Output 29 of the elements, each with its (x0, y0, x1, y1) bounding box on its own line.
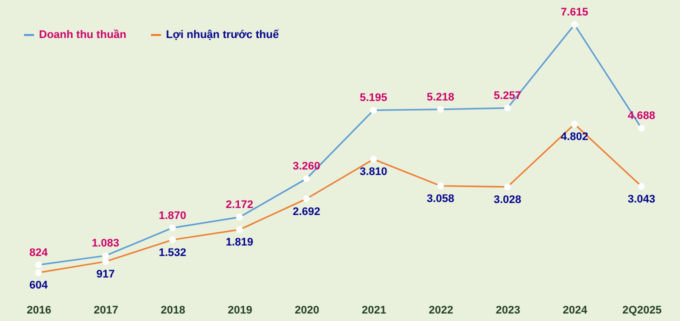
data-label: 1.083 (92, 238, 120, 250)
legend-label: Doanh thu thuần (39, 29, 127, 41)
x-tick-label: 2Q2025 (622, 304, 662, 316)
data-label: 1.819 (226, 236, 254, 249)
legend-label: Lợi nhuận trước thuế (166, 29, 280, 41)
data-label: 604 (29, 280, 49, 292)
x-tick-label: 2019 (228, 304, 252, 316)
data-label: 1.532 (158, 246, 186, 259)
data-label: 4.802 (560, 131, 588, 144)
x-tick-label: 2024 (562, 304, 588, 316)
data-label: 3.028 (494, 194, 522, 206)
x-tick-label: 2016 (26, 304, 52, 316)
data-label: 5.218 (426, 91, 454, 104)
data-label: 2.692 (292, 206, 320, 218)
x-tick-label: 2021 (362, 304, 386, 316)
x-tick-label: 2023 (496, 304, 520, 316)
data-label: 3.043 (628, 193, 656, 206)
x-tick-label: 2022 (428, 304, 454, 316)
x-tick-label: 2018 (160, 304, 186, 316)
data-label: 3.810 (360, 166, 388, 178)
data-label: 824 (29, 246, 49, 259)
x-tick-label: 2017 (94, 304, 118, 316)
data-label: 7.615 (560, 6, 588, 19)
x-tick-label: 2020 (294, 304, 320, 316)
data-label: 1.870 (158, 210, 186, 222)
data-label: 5.195 (360, 92, 388, 104)
data-label: 3.058 (426, 192, 454, 205)
data-label: 917 (96, 268, 115, 281)
data-label: 2.172 (226, 199, 254, 212)
